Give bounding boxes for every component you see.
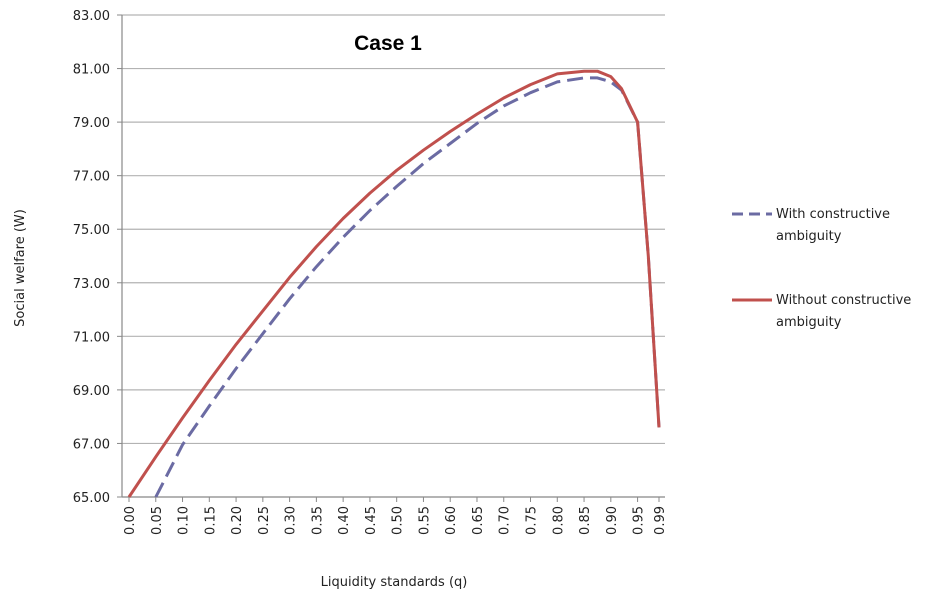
x-tick-label: 0.00 (123, 506, 138, 535)
x-tick-label: 0.80 (551, 506, 566, 535)
x-axis-ticks: 0.00 0.05 0.10 0.15 0.20 0.25 0.30 0.35 0.40 0.45… (123, 497, 668, 535)
axes (121, 15, 665, 498)
x-tick-label: 0.25 (257, 506, 272, 535)
legend: With constructive ambiguity Without constr… (732, 207, 911, 330)
chart-title: Case 1 (354, 32, 422, 55)
legend-label: ambiguity (776, 315, 842, 330)
x-tick-label: 0.05 (150, 506, 165, 535)
gridlines (122, 14, 665, 445)
x-axis-title: Liquidity standards (q) (321, 575, 468, 590)
y-axis-title: Social welfare (W) (13, 209, 28, 327)
series-line-without-ambiguity (127, 69, 661, 498)
legend-label: With constructive (776, 207, 890, 222)
x-tick-label: 0.30 (284, 506, 299, 535)
x-tick-label: 0.70 (498, 506, 513, 535)
y-tick-label: 65.00 (73, 491, 110, 506)
y-tick-label: 75.00 (73, 223, 110, 238)
y-axis-ticks: 65.00 67.00 69.00 71.00 73.00 75.00 77.00 79.00… (73, 9, 122, 506)
series-line-with-ambiguity (154, 76, 661, 498)
y-tick-label: 71.00 (73, 330, 110, 345)
x-tick-label: 0.65 (471, 506, 486, 535)
y-tick-label: 77.00 (73, 170, 110, 185)
x-tick-label: 0.90 (605, 506, 620, 535)
legend-label: Without constructive (776, 293, 911, 308)
x-tick-label: 0.50 (391, 506, 406, 535)
legend-label: ambiguity (776, 229, 842, 244)
y-tick-label: 79.00 (73, 116, 110, 131)
x-tick-label: 0.10 (177, 506, 192, 535)
x-tick-label: 0.55 (417, 506, 432, 535)
series-lines (127, 69, 661, 498)
y-tick-label: 69.00 (73, 384, 110, 399)
x-tick-label: 0.60 (444, 506, 459, 535)
y-tick-label: 81.00 (73, 63, 110, 78)
x-tick-label: 0.15 (203, 506, 218, 535)
x-tick-label: 0.40 (337, 506, 352, 535)
x-tick-label: 0.20 (230, 506, 245, 535)
y-tick-label: 67.00 (73, 437, 110, 452)
y-tick-label: 83.00 (73, 9, 110, 24)
x-tick-label: 0.95 (632, 506, 647, 535)
x-tick-label: 0.99 (653, 506, 668, 535)
y-tick-label: 73.00 (73, 277, 110, 292)
x-tick-label: 0.35 (310, 506, 325, 535)
x-tick-label: 0.85 (578, 506, 593, 535)
x-tick-label: 0.75 (525, 506, 540, 535)
x-tick-label: 0.45 (364, 506, 379, 535)
